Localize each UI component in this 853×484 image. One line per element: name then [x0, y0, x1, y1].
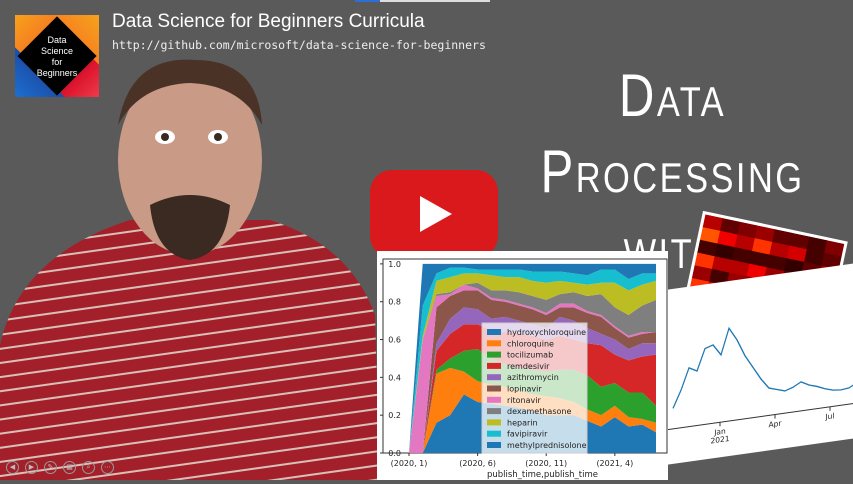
x-tick-label: Apr [769, 419, 783, 430]
legend-swatch [487, 329, 501, 335]
legend-label-favipiravir: favipiravir [507, 430, 548, 439]
slideshow-controls: ◀ ▶ ✎ ▦ ⌕ ⋯ [6, 461, 114, 474]
heatmap-cell [717, 230, 738, 248]
play-icon [420, 196, 452, 232]
heatmap-cell [749, 250, 770, 268]
legend-label-remdesivir: remdesivir [507, 362, 550, 371]
heatmap-cell [697, 239, 718, 257]
y-tick-label: 0.8 [388, 298, 401, 307]
heatmap-cell [714, 243, 736, 261]
legend-swatch [487, 385, 501, 392]
course-title: Data Science for Beginners Curricula [112, 11, 425, 32]
x-tick-label: Jan [713, 426, 726, 437]
slides-icon[interactable]: ▦ [63, 461, 76, 474]
more-icon[interactable]: ⋯ [101, 461, 114, 474]
area-series-favipiravir [409, 267, 656, 453]
legend-swatch [487, 419, 501, 426]
legend-swatch [487, 396, 501, 403]
legend-label-ritonavir: ritonavir [507, 396, 541, 405]
legend-swatch [487, 442, 501, 448]
next-icon[interactable]: ▶ [25, 461, 38, 474]
legend-swatch [487, 374, 501, 381]
zoom-icon[interactable]: ⌕ [82, 461, 95, 474]
legend-label-dexamethasone: dexamethasone [507, 407, 571, 416]
legend-label-chloroquine: chloroquine [507, 339, 554, 348]
legend-label-methylprednisolone: methylprednisolone [507, 441, 587, 450]
heatmap-cell [769, 241, 790, 259]
heatmap-cell [824, 240, 845, 258]
heatmap-cell [806, 236, 828, 254]
x-axis [665, 401, 853, 431]
heatmap-cell [786, 245, 808, 263]
heatmap-cell [694, 252, 716, 270]
legend-swatch [487, 340, 501, 347]
heatmap-cell [804, 249, 825, 267]
heatmap-cell [789, 232, 811, 250]
presenter-photo [0, 59, 380, 480]
heatmap-cell [719, 218, 741, 236]
heatmap-cell [734, 234, 756, 252]
y-tick-label: 1.0 [388, 260, 401, 269]
logo: Data Science for Beginners [15, 15, 99, 97]
legend: hydroxychloroquine chloroquine tocilizumab… [481, 322, 588, 454]
x-tick-label: Jul [824, 411, 834, 421]
legend-label-lopinavir: lopinavir [507, 385, 542, 394]
y-tick-label: 0.4 [388, 373, 401, 382]
x-tick-label: (2020, 11) [525, 459, 567, 468]
progress-bar [355, 0, 490, 2]
area-series-remdesivir [409, 324, 656, 453]
stacked-area-chart: 0.0 0.2 0.4 0.6 0.8 1.0 (2020, 1) (2020, 6) (202… [377, 251, 668, 480]
area-series-tocilizumab [409, 348, 656, 453]
area-series-heparin [409, 273, 656, 453]
y-tick-label: 0.2 [388, 411, 401, 420]
prev-icon[interactable]: ◀ [6, 461, 19, 474]
heatmap-cell [766, 254, 788, 272]
x-tick-label: 2021 [710, 434, 729, 446]
heatmap-cell [711, 256, 733, 274]
legend-swatch [487, 351, 501, 358]
legend-label-hydroxychloroquine: hydroxychloroquine [507, 328, 586, 337]
heatmap-cell [737, 221, 758, 239]
legend-label-tocilizumab: tocilizumab [507, 351, 553, 360]
heatmap-cell [772, 229, 793, 247]
logo-text: Data Science for Beginners [36, 35, 78, 78]
legend-label-azithromycin: azithromycin [507, 373, 559, 382]
x-axis-label: publish_time,publish_time [487, 470, 598, 480]
pen-icon[interactable]: ✎ [44, 461, 57, 474]
line-series [672, 326, 853, 409]
heatmap-cell [754, 225, 776, 243]
legend-swatch [487, 408, 501, 415]
heatmap-cell [691, 265, 713, 283]
x-tick-label: (2020, 1) [391, 459, 428, 468]
line-chart: Jan 2021 Apr Jul [665, 261, 853, 465]
legend-swatch [487, 430, 501, 437]
y-tick-label: 0.6 [388, 336, 401, 345]
heatmap-cell [699, 227, 721, 245]
legend-swatch [487, 362, 501, 369]
heatmap-cell [731, 247, 753, 265]
x-tick-label: (2020, 6) [459, 459, 496, 468]
heatmap-cell [729, 259, 750, 277]
course-url[interactable]: http://github.com/microsoft/data-science… [112, 38, 486, 52]
youtube-play-button[interactable] [370, 170, 498, 258]
x-tick-label: (2021, 4) [596, 459, 633, 468]
heatmap-cell [702, 214, 724, 232]
area-series-azithromycin [409, 307, 656, 453]
legend-label-heparin: heparin [507, 418, 538, 427]
y-tick-label: 0.0 [388, 449, 401, 458]
heatmap-cell [751, 238, 773, 256]
